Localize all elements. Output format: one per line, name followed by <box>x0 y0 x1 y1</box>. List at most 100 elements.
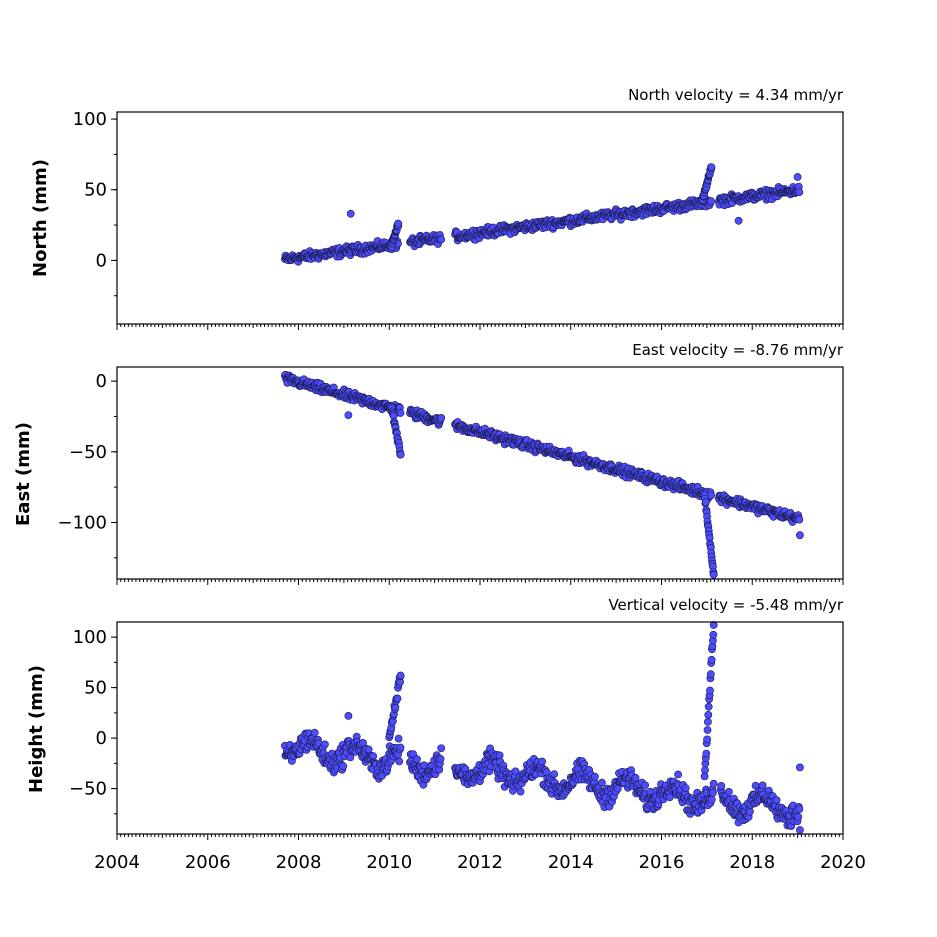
east-data-point <box>701 498 710 507</box>
north-data-point <box>734 216 743 225</box>
xtick-label: 2006 <box>185 852 231 873</box>
height-data-point <box>346 753 355 762</box>
xtick-label: 2010 <box>366 852 412 873</box>
height-data-point <box>725 788 733 796</box>
vertical-velocity-annotation: Vertical velocity = -5.48 mm/yr <box>608 596 843 614</box>
east-data-point <box>344 411 353 419</box>
height-data-point <box>772 796 781 805</box>
height-data-point <box>591 772 599 781</box>
height-data-point <box>707 655 716 664</box>
height-ytick-label: 0 <box>96 728 107 749</box>
height-data-point <box>344 712 353 720</box>
east-velocity-annotation: East velocity = -8.76 mm/yr <box>632 341 844 359</box>
height-data-point <box>746 807 754 816</box>
height-data-point <box>674 770 682 779</box>
east-ticks: 0 −50 −100 <box>58 371 844 585</box>
xtick-label: 2020 <box>820 852 866 873</box>
height-ytick-label: 50 <box>84 678 107 699</box>
height-data-point <box>631 773 640 782</box>
height-ticks: 100 50 0 −50 2004 2006 2008 2010 2012 2014 2016 201… <box>69 627 866 873</box>
height-data-point <box>396 671 405 680</box>
height-ytick-label: −50 <box>69 779 107 800</box>
xtick-label: 2016 <box>639 852 685 873</box>
height-data-point <box>396 743 405 752</box>
height-data-point <box>709 788 717 797</box>
north-data-point <box>793 173 802 181</box>
xtick-label: 2018 <box>729 852 775 873</box>
height-data-point <box>703 735 711 744</box>
height-data-point <box>758 781 767 790</box>
xtick-label: 2004 <box>94 852 140 873</box>
height-data-point <box>709 630 718 639</box>
east-data-point <box>437 413 446 422</box>
north-data-point <box>707 163 716 171</box>
height-data-point <box>364 745 373 754</box>
north-data-point <box>346 209 355 218</box>
east-points <box>280 370 804 579</box>
height-data-point <box>701 766 709 774</box>
height-data-point <box>339 762 348 771</box>
east-plot-frame <box>116 366 844 580</box>
height-data-point <box>717 782 726 790</box>
north-plot-frame <box>116 111 844 325</box>
height-data-point <box>413 755 421 764</box>
north-ytick-label: 0 <box>96 250 107 271</box>
height-data-point <box>704 711 713 719</box>
north-data-point <box>707 197 715 205</box>
height-plot-frame <box>116 621 844 835</box>
height-data-point <box>795 805 804 813</box>
height-data-point <box>394 734 403 743</box>
height-data-point <box>709 779 718 788</box>
height-data-point <box>550 770 559 778</box>
height-data-point <box>395 757 404 766</box>
east-data-point <box>795 515 804 524</box>
height-data-point <box>437 744 446 753</box>
east-ytick-label: −50 <box>69 442 107 463</box>
height-data-point <box>796 826 804 834</box>
height-data-point <box>598 778 606 787</box>
north-panel: North velocity = 4.34 mm/yr North (mm) 0… <box>30 86 844 330</box>
north-data-point <box>394 219 403 228</box>
height-data-point <box>310 728 319 737</box>
east-ylabel: East (mm) <box>13 422 34 526</box>
north-ylabel: North (mm) <box>30 159 51 277</box>
north-data-point <box>795 188 804 196</box>
north-ticks: 0 50 100 <box>73 109 844 330</box>
height-ylabel: Height (mm) <box>26 665 47 793</box>
east-data-point <box>709 570 718 579</box>
height-data-point <box>706 670 715 679</box>
xtick-label: 2012 <box>457 852 503 873</box>
height-data-point <box>704 702 713 711</box>
height-points <box>280 621 804 834</box>
height-data-point <box>359 739 367 747</box>
height-data-point <box>320 740 329 749</box>
north-points <box>280 163 804 266</box>
xtick-label: 2014 <box>548 852 594 873</box>
height-data-point <box>393 694 402 703</box>
east-data-point <box>396 450 405 459</box>
east-data-point <box>396 409 405 417</box>
height-data-point <box>704 718 712 726</box>
north-ytick-label: 100 <box>73 109 107 130</box>
north-data-point <box>437 235 446 244</box>
height-data-point <box>641 781 649 790</box>
east-data-point <box>796 531 804 540</box>
height-data-point <box>706 686 714 695</box>
north-velocity-annotation: North velocity = 4.34 mm/yr <box>628 86 844 104</box>
height-data-point <box>702 749 711 758</box>
height-ytick-label: 100 <box>73 627 107 648</box>
north-ytick-label: 50 <box>84 180 107 201</box>
height-data-point <box>703 726 712 734</box>
height-data-point <box>516 787 525 796</box>
height-data-point <box>707 795 716 804</box>
height-data-point <box>511 767 520 776</box>
east-panel: East velocity = -8.76 mm/yr East (mm) 0 −… <box>13 341 844 585</box>
height-data-point <box>538 757 547 766</box>
height-data-point <box>436 755 445 763</box>
xtick-label: 2008 <box>276 852 322 873</box>
height-data-point <box>681 784 690 792</box>
east-ytick-label: 0 <box>96 371 107 392</box>
height-data-point <box>794 813 803 821</box>
east-ytick-label: −100 <box>58 512 107 533</box>
